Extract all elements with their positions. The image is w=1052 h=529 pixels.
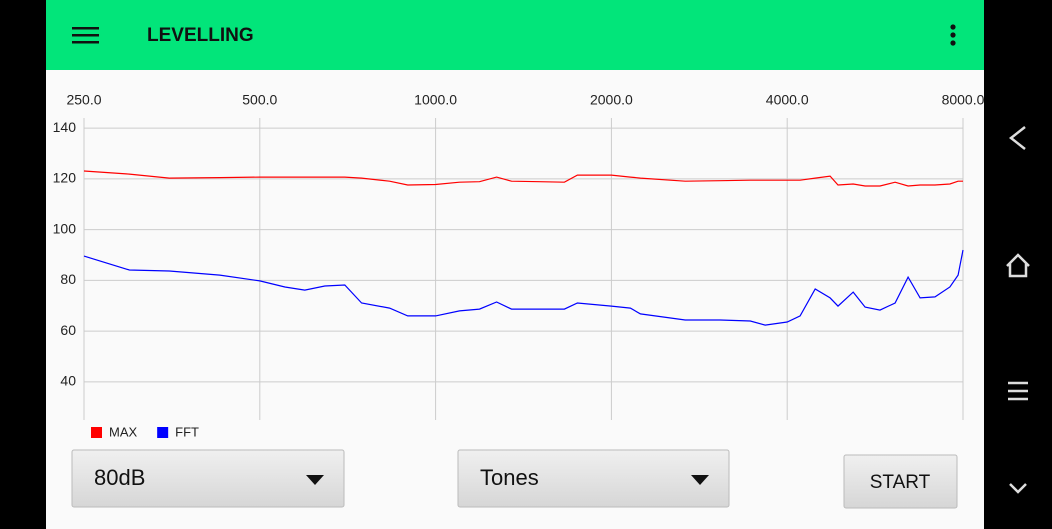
x-tick-label: 500.0 [242, 92, 277, 108]
y-tick-label: 80 [60, 271, 76, 287]
x-tick-label: 2000.0 [590, 92, 633, 108]
legend-swatch [157, 427, 169, 438]
y-tick-label: 120 [53, 170, 77, 186]
home-button[interactable] [1006, 253, 1030, 278]
x-tick-label: 250.0 [66, 92, 101, 108]
hide-button[interactable] [1009, 483, 1027, 494]
legend-label: MAX [109, 424, 138, 439]
x-tick-label: 1000.0 [414, 92, 457, 108]
app-background [46, 0, 984, 529]
signal-dropdown[interactable]: Tones [457, 449, 730, 508]
data-line [83, 249, 964, 326]
y-tick-label: 100 [53, 220, 77, 236]
dropdown-text: 80dB [94, 465, 145, 490]
recents-button[interactable] [1008, 381, 1028, 401]
menu-button[interactable] [72, 27, 99, 44]
x-tick-label: 4000.0 [766, 92, 809, 108]
app-bar [46, 0, 984, 70]
level-dropdown[interactable]: 80dB [71, 449, 345, 508]
y-tick-label: 60 [60, 322, 76, 338]
nav-bar [1006, 126, 1030, 494]
app-title: LEVELLING [147, 25, 254, 46]
legend-label: FFT [175, 424, 199, 439]
data-line [83, 170, 963, 187]
legend-swatch [91, 427, 102, 438]
button-text: START [870, 472, 931, 493]
y-tick-label: 140 [53, 119, 77, 135]
chart: 40 60 80 100 120 140 250.0 500.0 1000.0 2000.0 400… [53, 92, 985, 440]
dropdown-text: Tones [480, 465, 539, 490]
overflow-menu[interactable] [950, 24, 956, 46]
back-button[interactable] [1008, 126, 1026, 150]
x-tick-label: 8000.0 [942, 92, 985, 108]
y-tick-label: 40 [60, 373, 76, 389]
start-button[interactable]: START [843, 454, 958, 509]
